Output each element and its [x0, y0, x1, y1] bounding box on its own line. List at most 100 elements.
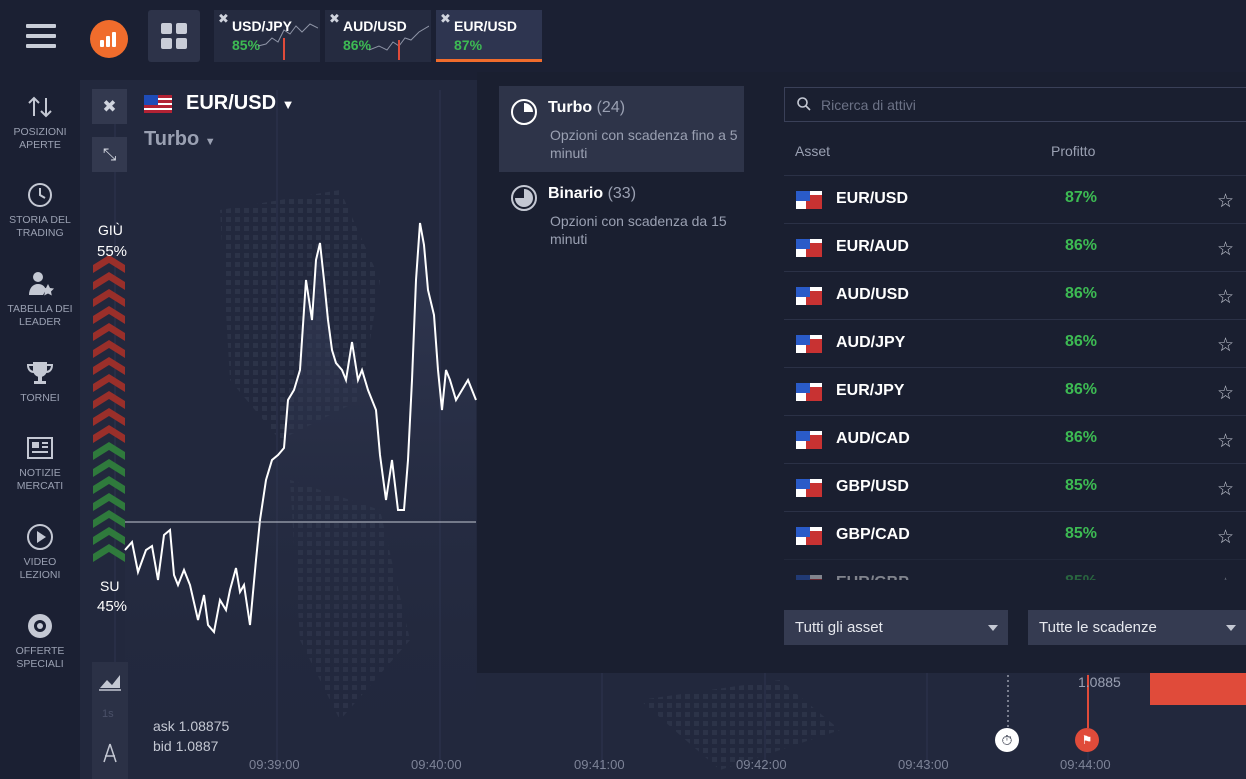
down-chevron — [93, 289, 125, 307]
asset-row[interactable]: AUD/USD 86% ☆ — [784, 271, 1246, 319]
sidebar-item-tournaments[interactable]: TORNEI — [0, 358, 80, 405]
sidebar-item-open-positions[interactable]: POSIZIONI APERTE — [0, 92, 80, 152]
asset-tab-usdjpy[interactable]: ✖ USD/JPY 85% — [214, 10, 320, 62]
up-chevron — [93, 442, 125, 460]
favorite-star-icon[interactable]: ☆ — [1217, 527, 1235, 548]
asset-name: EUR/JPY — [836, 382, 905, 399]
asset-row[interactable]: GBP/CAD 85% ☆ — [784, 511, 1246, 559]
sidebar-item-label: NOTIZIE — [19, 467, 61, 479]
price-chart — [114, 90, 1089, 770]
category-binario[interactable]: Binario (33) Opzioni con scadenza da 15 … — [499, 172, 744, 258]
down-chevron — [93, 323, 125, 341]
sidebar-item-label: OFFERTE — [15, 645, 65, 657]
favorite-star-icon[interactable]: ☆ — [1217, 383, 1235, 404]
flag-icon — [796, 527, 822, 545]
down-chevron — [93, 408, 125, 426]
down-chevron — [93, 340, 125, 358]
flag-icon — [796, 383, 822, 401]
logo — [90, 20, 128, 58]
asset-row[interactable]: EUR/USD 87% ☆ — [784, 175, 1246, 223]
asset-search[interactable] — [784, 87, 1246, 122]
down-chevron — [93, 391, 125, 409]
flag-icon — [796, 287, 822, 305]
down-chevron — [93, 255, 125, 273]
down-percent: 55% — [97, 243, 128, 260]
asset-row[interactable]: GBP/USD 85% ☆ — [784, 463, 1246, 511]
sidebar-item-video-lessons[interactable]: VIDEO LEZIONI — [0, 522, 80, 582]
chevron-down-icon — [1226, 625, 1236, 631]
asset-name: EUR/USD — [836, 190, 909, 207]
asset-profit: 85% — [1065, 477, 1098, 494]
expiry-filter-select[interactable]: Tutte le scadenze — [1028, 610, 1246, 645]
tab-profit: 85% — [232, 37, 261, 53]
menu-icon[interactable] — [26, 24, 56, 50]
play-icon — [27, 524, 53, 550]
sidebar-item-special-offers[interactable]: OFFERTE SPECIALI — [0, 611, 80, 671]
asset-tab-audusd[interactable]: ✖ AUD/USD 86% — [325, 10, 431, 62]
favorite-star-icon[interactable]: ☆ — [1217, 191, 1235, 212]
category-turbo[interactable]: Turbo (24) Opzioni con scadenza fino a 5… — [499, 86, 744, 172]
asset-name: GBP/CAD — [836, 526, 910, 543]
top-bar: ✖ USD/JPY 85% ✖ AUD/USD 86% ✖ EUR/USD 87… — [0, 0, 1246, 80]
asset-selector[interactable]: EUR/USD ▼ — [186, 92, 294, 115]
asset-name: AUD/JPY — [836, 334, 906, 351]
favorite-star-icon[interactable]: ☆ — [1217, 479, 1235, 500]
sidebar-item-label: VIDEO — [23, 556, 57, 568]
search-input[interactable] — [819, 94, 1223, 116]
down-chevron — [93, 357, 125, 375]
history-icon — [28, 183, 52, 207]
asset-profit: 86% — [1065, 381, 1098, 398]
sidebar-item-market-news[interactable]: NOTIZIE MERCATI — [0, 433, 80, 493]
asset-row[interactable]: AUD/CAD 86% ☆ — [784, 415, 1246, 463]
asset-filter-select[interactable]: Tutti gli asset — [784, 610, 1008, 645]
column-header-asset: Asset — [795, 143, 831, 159]
close-tab-icon[interactable]: ✖ — [440, 11, 451, 26]
price-level: 1.0885 — [1078, 674, 1121, 690]
tab-profit: 87% — [454, 37, 483, 53]
timer-pie-icon — [511, 185, 537, 211]
news-icon — [27, 437, 53, 459]
favorite-star-icon[interactable]: ☆ — [1217, 431, 1235, 452]
up-chevron — [93, 510, 125, 528]
category-title: Binario (33) — [548, 185, 637, 202]
bid-price: bid 1.0887 — [153, 738, 219, 754]
flag-icon — [796, 191, 822, 209]
option-type: Turbo — [144, 128, 200, 150]
asset-profit: 86% — [1065, 237, 1098, 254]
assets-grid-button[interactable] — [148, 10, 200, 62]
option-type-selector[interactable]: Turbo ▼ — [144, 128, 216, 151]
time-tick: 09:39:00 — [249, 757, 300, 772]
compress-icon[interactable]: ⤡ — [92, 137, 127, 172]
favorite-star-icon[interactable]: ☆ — [1217, 335, 1235, 356]
sidebar-item-trading-history[interactable]: STORIA DEL TRADING — [0, 180, 80, 240]
flag-icon — [796, 431, 822, 449]
asset-row[interactable]: EUR/AUD 86% ☆ — [784, 223, 1246, 271]
asset-row[interactable]: AUD/JPY 86% ☆ — [784, 319, 1246, 367]
list-fade — [784, 580, 1246, 596]
tab-asset-name: AUD/USD — [343, 18, 407, 34]
timeframe-label[interactable]: 1s — [102, 708, 114, 720]
sidebar-item-leaderboard[interactable]: TABELLA DEI LEADER — [0, 269, 80, 329]
area-chart-icon[interactable] — [92, 666, 128, 696]
sidebar-item-label: POSIZIONI — [13, 126, 67, 138]
asset-row[interactable]: EUR/JPY 86% ☆ — [784, 367, 1246, 415]
asset-profit: 86% — [1065, 333, 1098, 350]
drawing-tool-icon[interactable] — [92, 738, 128, 768]
finish-flag-icon: ⚑ — [1075, 728, 1099, 752]
close-chart-button[interactable]: ✖ — [92, 89, 127, 124]
time-tick: 09:40:00 — [411, 757, 462, 772]
asset-name: AUD/USD — [836, 286, 909, 303]
favorite-star-icon[interactable]: ☆ — [1217, 239, 1235, 260]
close-tab-icon[interactable]: ✖ — [329, 11, 340, 26]
up-label: SU — [100, 578, 120, 594]
sidebar-item-label: TABELLA DEI — [7, 303, 73, 315]
select-value: Tutti gli asset — [795, 619, 883, 636]
select-value: Tutte le scadenze — [1039, 619, 1157, 636]
close-tab-icon[interactable]: ✖ — [218, 11, 229, 26]
asset-tab-eurusd[interactable]: ✖ EUR/USD 87% — [436, 10, 542, 62]
favorite-star-icon[interactable]: ☆ — [1217, 287, 1235, 308]
sidebar-item-label: LEADER — [18, 316, 61, 328]
up-percent: 45% — [97, 598, 128, 615]
column-header-profit: Profitto — [1051, 143, 1096, 159]
timer-pie-icon — [511, 99, 537, 125]
